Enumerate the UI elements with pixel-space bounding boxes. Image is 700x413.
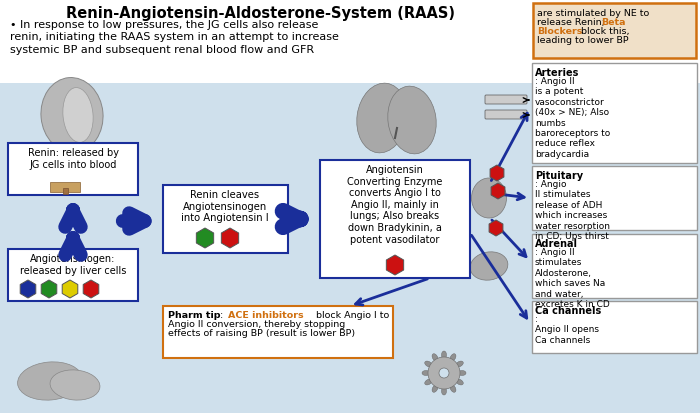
Text: Pharm tip: Pharm tip [168,310,220,319]
Ellipse shape [458,370,466,375]
Polygon shape [41,280,57,298]
Text: are stimulated by NE to: are stimulated by NE to [537,9,650,18]
Text: Pituitary: Pituitary [535,171,583,180]
Text: ACE inhibitors: ACE inhibitors [228,310,304,319]
FancyBboxPatch shape [163,306,393,358]
Text: : Angio II
is a potent
vasoconstrictor
(40x > NE); Also
numbs
baroreceptors to
r: : Angio II is a potent vasoconstrictor (… [535,77,610,159]
Ellipse shape [472,178,507,218]
Polygon shape [196,228,214,248]
Text: Arteries: Arteries [535,68,580,78]
Polygon shape [62,280,78,298]
Ellipse shape [450,354,456,361]
Polygon shape [491,183,505,199]
Ellipse shape [63,88,93,143]
Ellipse shape [422,370,430,375]
Ellipse shape [442,387,447,395]
Ellipse shape [357,84,407,154]
Ellipse shape [470,252,508,280]
Ellipse shape [428,357,460,389]
Ellipse shape [425,361,432,367]
Text: Angio II conversion, thereby stopping: Angio II conversion, thereby stopping [168,319,345,328]
Text: Renin: released by
JG cells into blood: Renin: released by JG cells into blood [27,147,118,169]
Polygon shape [83,280,99,298]
FancyBboxPatch shape [50,183,80,192]
Ellipse shape [18,362,83,400]
FancyBboxPatch shape [320,161,470,278]
Text: Angiotensin
Converting Enzyme
converts Angio I to
Angio II, mainly in
lungs; Als: Angiotensin Converting Enzyme converts A… [347,165,442,244]
Ellipse shape [456,379,463,385]
Ellipse shape [432,385,438,392]
FancyBboxPatch shape [63,189,68,195]
Text: : Angio
II stimulates
release of ADH
which increases
water resorption
in CD; Ups: : Angio II stimulates release of ADH whi… [535,180,610,240]
Text: Blockers: Blockers [537,27,582,36]
FancyBboxPatch shape [485,111,527,120]
Polygon shape [490,166,504,182]
Text: :: : [220,310,226,319]
Text: Renin-Angiotensin-Aldosterone-System (RAAS): Renin-Angiotensin-Aldosterone-System (RA… [66,6,454,21]
FancyBboxPatch shape [0,0,700,84]
FancyBboxPatch shape [532,166,697,230]
Text: • In response to low pressures, the JG cells also release
renin, initiating the : • In response to low pressures, the JG c… [10,20,339,55]
Text: Beta: Beta [601,18,626,27]
Text: release Renin;: release Renin; [537,18,608,27]
Text: :
Angio II opens
Ca channels: : Angio II opens Ca channels [535,314,599,344]
FancyBboxPatch shape [163,185,288,254]
FancyBboxPatch shape [532,301,697,353]
Text: : Angio II
stimulates
Aldosterone,
which saves Na
and water,
excretes K in CD: : Angio II stimulates Aldosterone, which… [535,247,610,308]
FancyBboxPatch shape [533,4,696,59]
Ellipse shape [432,354,438,361]
FancyBboxPatch shape [532,235,697,298]
Ellipse shape [388,87,436,154]
Ellipse shape [439,368,449,378]
Polygon shape [386,255,404,275]
FancyBboxPatch shape [532,64,697,164]
FancyBboxPatch shape [485,96,527,105]
Ellipse shape [50,370,100,400]
Ellipse shape [450,385,456,392]
Ellipse shape [425,379,432,385]
Text: Ca channels: Ca channels [535,305,601,315]
Polygon shape [221,228,239,248]
Polygon shape [489,221,503,236]
FancyBboxPatch shape [8,249,138,301]
Ellipse shape [41,78,103,153]
Ellipse shape [456,361,463,367]
Text: Adrenal: Adrenal [535,238,578,248]
Text: block Angio I to: block Angio I to [313,310,389,319]
Text: effects of raising BP (result is lower BP): effects of raising BP (result is lower B… [168,328,355,337]
Ellipse shape [442,351,447,359]
Text: block this,: block this, [578,27,629,36]
FancyBboxPatch shape [8,144,138,195]
Text: leading to lower BP: leading to lower BP [537,36,629,45]
Polygon shape [20,280,36,298]
Text: Angiotensinogen:
released by liver cells: Angiotensinogen: released by liver cells [20,254,126,275]
Text: Renin cleaves
Angiotensinogen
into Angiotensin I: Renin cleaves Angiotensinogen into Angio… [181,190,269,223]
